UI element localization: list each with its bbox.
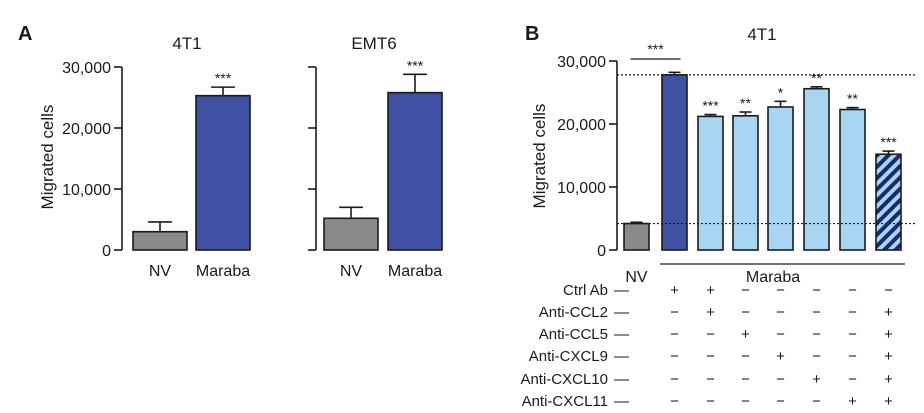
- x-category-label: Maraba: [196, 263, 250, 280]
- chart-title-a1: 4T1: [172, 34, 201, 53]
- treatment-minus: −: [670, 371, 679, 388]
- y-tick-label: 10,000: [62, 182, 111, 199]
- treatment-minus: −: [884, 282, 893, 299]
- treatment-minus: −: [848, 371, 857, 388]
- treatment-minus: −: [848, 326, 857, 343]
- y-axis-label-a: Migrated cells: [38, 105, 57, 210]
- treatment-minus: −: [812, 393, 821, 410]
- significance-label: ***: [702, 98, 719, 114]
- bar: [387, 91, 443, 251]
- bar: [875, 153, 902, 251]
- x-category-label-nv: NV: [625, 269, 648, 286]
- treatment-minus: −: [706, 326, 715, 343]
- treatment-minus: −: [670, 326, 679, 343]
- treatment-minus: −: [812, 348, 821, 365]
- treatment-minus: −: [812, 304, 821, 321]
- bar: [767, 106, 794, 251]
- bar: [623, 222, 650, 251]
- treatment-minus: −: [741, 371, 750, 388]
- treatment-minus: −: [776, 393, 785, 410]
- treatment-plus: +: [706, 282, 715, 299]
- panel-label-b: B: [525, 23, 539, 45]
- chart-title-b: 4T1: [747, 25, 776, 44]
- treatment-plus: +: [670, 282, 679, 299]
- y-tick-label: 0: [597, 243, 606, 260]
- comparison-significance-label: ***: [647, 41, 664, 57]
- treatment-minus: −: [741, 282, 750, 299]
- treatment-minus: −: [706, 393, 715, 410]
- treatment-minus: −: [670, 348, 679, 365]
- treatment-plus: +: [884, 304, 893, 321]
- treatment-row-dash: —: [614, 282, 629, 299]
- treatment-row-dash: —: [614, 371, 629, 388]
- y-tick-label: 30,000: [62, 60, 111, 77]
- treatment-plus: +: [884, 348, 893, 365]
- x-category-label: NV: [340, 263, 363, 280]
- treatment-plus: +: [706, 304, 715, 321]
- treatment-row-dash: —: [614, 304, 629, 321]
- treatment-minus: −: [741, 304, 750, 321]
- treatment-minus: −: [812, 326, 821, 343]
- treatment-minus: −: [848, 304, 857, 321]
- x-category-label: NV: [149, 263, 172, 280]
- treatment-minus: −: [670, 393, 679, 410]
- treatment-minus: −: [776, 371, 785, 388]
- treatment-row-label: Anti-CXCL10: [520, 371, 608, 388]
- treatment-row-dash: —: [614, 393, 629, 410]
- significance-label: **: [811, 70, 822, 86]
- significance-label: **: [847, 91, 858, 107]
- treatment-plus: +: [848, 393, 857, 410]
- treatment-plus: +: [884, 326, 893, 343]
- treatment-minus: −: [741, 393, 750, 410]
- treatment-minus: −: [670, 304, 679, 321]
- treatment-minus: −: [776, 282, 785, 299]
- treatment-plus: +: [776, 348, 785, 365]
- chart-title-a2: EMT6: [351, 34, 396, 53]
- treatment-minus: −: [776, 304, 785, 321]
- y-tick-label: 20,000: [557, 117, 606, 134]
- treatment-plus: +: [884, 371, 893, 388]
- treatment-minus: −: [706, 348, 715, 365]
- significance-label: ***: [215, 70, 232, 86]
- significance-label: ***: [407, 57, 424, 73]
- treatment-row-dash: —: [614, 326, 629, 343]
- y-tick-label: 0: [102, 243, 111, 260]
- bar: [839, 108, 866, 251]
- treatment-minus: −: [706, 371, 715, 388]
- treatment-row-label: Anti-CCL5: [539, 326, 608, 343]
- y-tick-label: 20,000: [62, 121, 111, 138]
- treatment-minus: −: [848, 348, 857, 365]
- panel-label-a: A: [18, 23, 32, 45]
- significance-label: ***: [880, 134, 897, 150]
- treatment-plus: +: [812, 371, 821, 388]
- treatment-row-label: Anti-CXCL9: [529, 348, 608, 365]
- treatment-minus: −: [812, 282, 821, 299]
- significance-label: *: [778, 84, 784, 100]
- y-tick-label: 30,000: [557, 54, 606, 71]
- treatment-plus: +: [741, 326, 750, 343]
- x-category-label: Maraba: [388, 263, 442, 280]
- treatment-row-label: Ctrl Ab: [563, 282, 608, 299]
- treatment-minus: −: [776, 326, 785, 343]
- significance-label: **: [740, 95, 751, 111]
- bar: [732, 115, 759, 251]
- treatment-minus: −: [848, 282, 857, 299]
- bar: [323, 217, 379, 251]
- bar: [132, 230, 188, 251]
- treatment-row-label: Anti-CCL2: [539, 304, 608, 321]
- group-label: Maraba: [746, 269, 800, 286]
- treatment-minus: −: [741, 348, 750, 365]
- bar: [803, 87, 830, 251]
- bar: [697, 115, 724, 251]
- y-tick-label: 10,000: [557, 180, 606, 197]
- treatment-row-dash: —: [614, 348, 629, 365]
- y-axis-label-b: Migrated cells: [530, 104, 549, 209]
- treatment-row-label: Anti-CXCL11: [522, 393, 608, 410]
- treatment-plus: +: [884, 393, 893, 410]
- bar: [195, 94, 251, 251]
